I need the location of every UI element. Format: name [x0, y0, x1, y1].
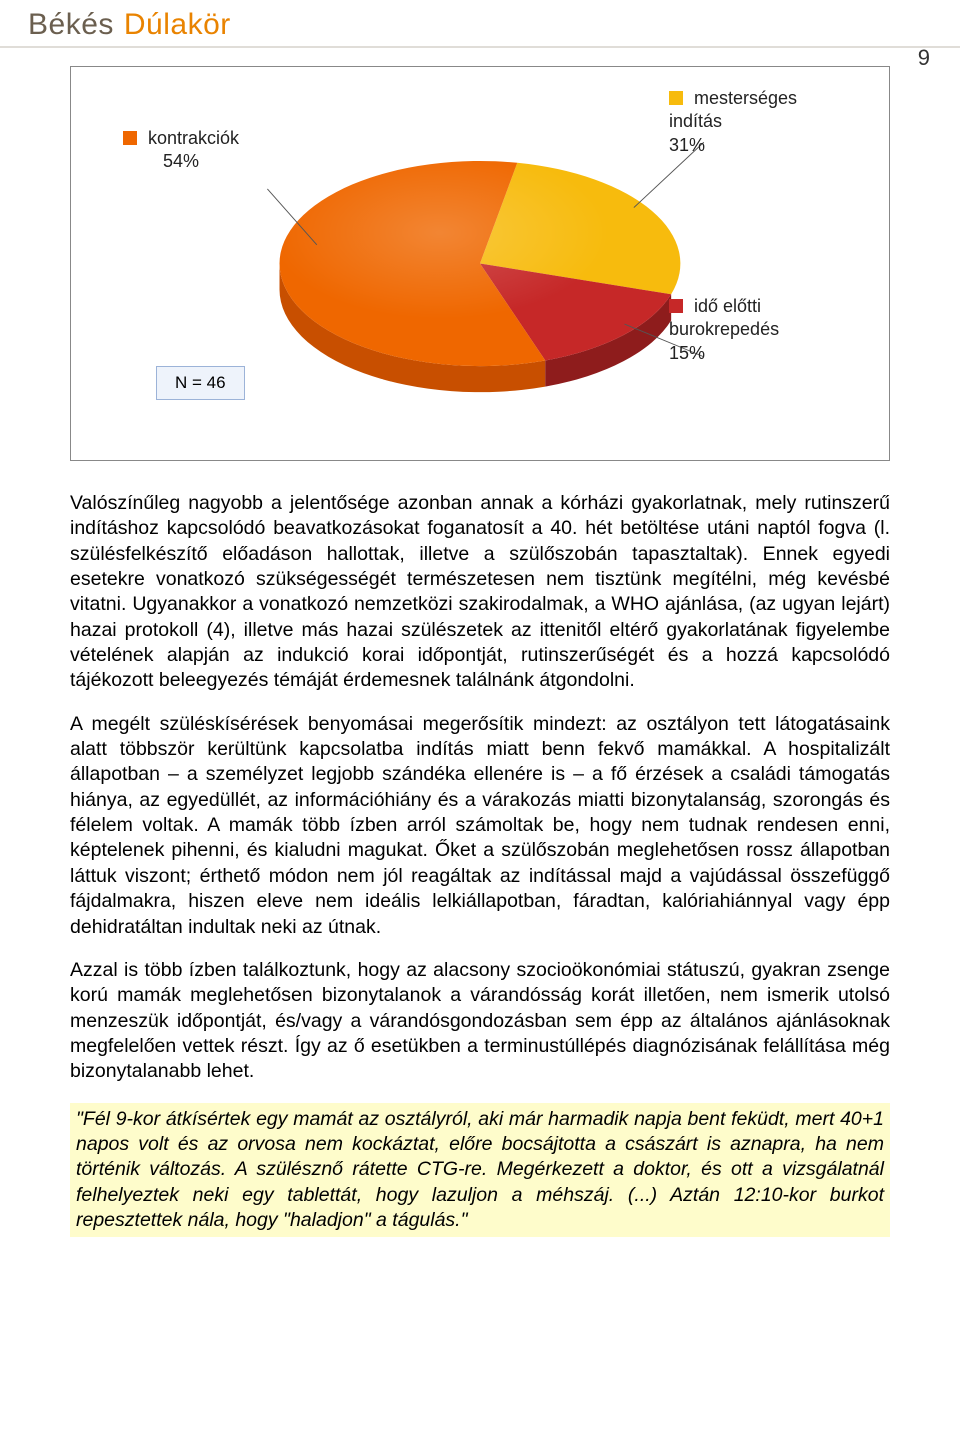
- document-body: Valószínűleg nagyobb a jelentősége azonb…: [0, 491, 960, 1287]
- quote-block: "Fél 9-kor átkísértek egy mamát az osztá…: [70, 1103, 890, 1238]
- legend-burokrepedes: idő előtti burokrepedés 15%: [669, 295, 829, 365]
- legend-value-mesterseges: 31%: [669, 135, 705, 155]
- legend-label-mesterseges: mesterséges indítás: [669, 88, 797, 131]
- legend-label-burokrepedes: idő előtti burokrepedés: [669, 296, 779, 339]
- sample-size-box: N = 46: [156, 366, 245, 400]
- header-bar: Békés Dúlakör: [0, 0, 960, 48]
- quote-text: "Fél 9-kor átkísértek egy mamát az osztá…: [76, 1107, 884, 1234]
- paragraph-3: Azzal is több ízben találkoztunk, hogy a…: [70, 958, 890, 1085]
- pie-chart-container: kontrakciók 54% mesterséges indítás 31% …: [70, 66, 890, 461]
- legend-value-burokrepedes: 15%: [669, 343, 705, 363]
- legend-swatch-kontrakciok: [123, 131, 137, 145]
- brand-text-2: Dúlakör: [124, 8, 231, 42]
- page-number: 9: [918, 45, 930, 71]
- legend-value-kontrakciok: 54%: [163, 151, 199, 171]
- legend-mesterseges: mesterséges indítás 31%: [669, 87, 829, 157]
- paragraph-2: A megélt szüléskísérések benyomásai mege…: [70, 712, 890, 940]
- legend-swatch-burokrepedes: [669, 299, 683, 313]
- legend-kontrakciok: kontrakciók 54%: [111, 127, 251, 174]
- pie-highlight: [280, 161, 681, 366]
- legend-swatch-mesterseges: [669, 91, 683, 105]
- paragraph-1: Valószínűleg nagyobb a jelentősége azonb…: [70, 491, 890, 694]
- legend-label-kontrakciok: kontrakciók: [148, 128, 239, 148]
- brand-text-1: Békés: [28, 8, 114, 42]
